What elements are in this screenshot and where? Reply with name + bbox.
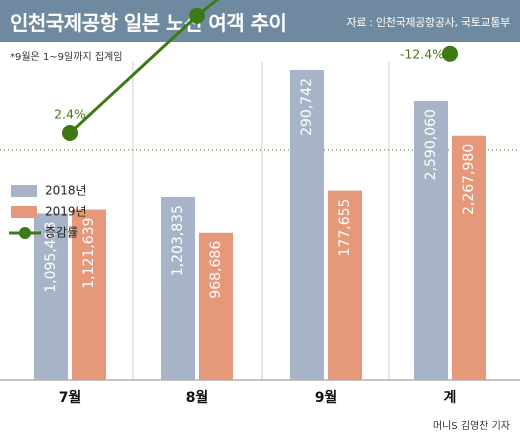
legend-label: 증감률 — [45, 226, 78, 240]
source-note: 자료 : 인천국제공항공사, 국토교통부 — [346, 16, 511, 29]
legend-line-marker — [19, 227, 31, 239]
chart-title: 인천국제공항 일본 노선 여객 추이 — [10, 11, 287, 35]
category-label: 계 — [444, 390, 457, 406]
bar-value-label: 968,686 — [208, 241, 224, 299]
bar-2019-1 — [199, 232, 233, 380]
bar-2019-0 — [72, 209, 106, 380]
bar-2019-2 — [328, 190, 362, 380]
growth-point — [62, 125, 78, 141]
bar-2018-0 — [34, 213, 68, 380]
legend-swatch — [11, 206, 37, 218]
bar-value-label: 2,267,980 — [461, 144, 477, 215]
chart-header: 인천국제공항 일본 노선 여객 추이 자료 : 인천국제공항공사, 국토교통부 — [0, 0, 520, 42]
bar-2018-3 — [414, 101, 448, 380]
bar-value-label: 2,590,060 — [423, 109, 439, 180]
legend-swatch — [11, 185, 37, 197]
category-label: 9월 — [315, 389, 338, 406]
footnote: *9월은 1~9일까지 집계임 — [10, 52, 123, 63]
growth-rate-label: -12.4% — [400, 46, 444, 61]
bar-2019-3 — [452, 135, 486, 380]
bar-value-label: 1,095,483 — [43, 221, 59, 292]
growth-point — [442, 45, 458, 62]
bar-value-label: 1,121,639 — [81, 218, 97, 289]
bar-2018-1 — [161, 197, 195, 380]
growth-rate-label: −19.5% — [187, 0, 237, 2]
category-label: 8월 — [186, 389, 209, 406]
category-label: 7월 — [59, 389, 82, 406]
bar-value-label: 1,203,835 — [170, 205, 186, 276]
legend-label: 2019년 — [45, 205, 87, 219]
legend-label: 2018년 — [45, 184, 87, 198]
credit: 머니S 김영찬 기자 — [432, 421, 510, 432]
bar-value-label: 177,655 — [337, 199, 353, 257]
growth-rate-label: 2.4% — [54, 107, 86, 122]
bar-value-label: 290,742 — [299, 78, 315, 136]
growth-point — [189, 7, 205, 24]
bar-2018-2 — [290, 70, 324, 380]
